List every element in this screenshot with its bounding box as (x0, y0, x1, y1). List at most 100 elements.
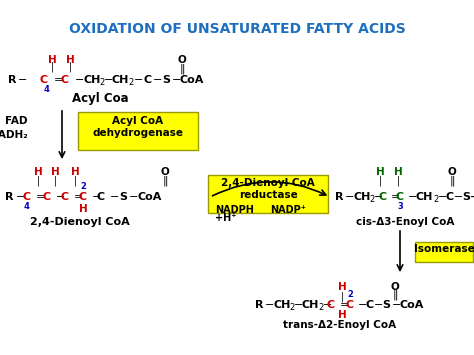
Text: −: − (392, 300, 401, 310)
Text: Acyl Coa: Acyl Coa (72, 92, 128, 105)
Text: 2: 2 (289, 303, 294, 312)
Text: H: H (65, 55, 74, 65)
Text: |: | (68, 62, 72, 72)
Text: CoA: CoA (138, 192, 163, 202)
Text: S: S (382, 300, 390, 310)
Text: C: C (43, 192, 51, 202)
Text: CH: CH (112, 75, 129, 85)
FancyBboxPatch shape (78, 112, 198, 150)
Text: 4: 4 (24, 202, 30, 211)
Text: R: R (335, 192, 344, 202)
Text: 2: 2 (318, 303, 323, 312)
Text: C: C (143, 75, 151, 85)
Text: CoA: CoA (180, 75, 204, 85)
Text: ‖: ‖ (179, 63, 185, 73)
Text: =: = (340, 300, 349, 310)
Text: CH: CH (416, 192, 433, 202)
Text: =: = (54, 75, 64, 85)
Text: NADPH: NADPH (215, 205, 254, 215)
Text: S: S (119, 192, 127, 202)
Text: CH: CH (83, 75, 100, 85)
Text: H: H (51, 167, 59, 177)
Text: |: | (396, 176, 400, 186)
Text: H: H (47, 55, 56, 65)
Text: H: H (393, 167, 402, 177)
Text: H: H (71, 167, 79, 177)
Text: 4: 4 (43, 85, 49, 94)
FancyBboxPatch shape (415, 242, 473, 262)
Text: −: − (358, 300, 367, 310)
Text: O: O (178, 55, 186, 65)
Text: trans-Δ2-Enoyl CoA: trans-Δ2-Enoyl CoA (283, 320, 397, 330)
Text: |: | (340, 291, 344, 301)
Text: ‖: ‖ (392, 290, 398, 300)
Text: ‖: ‖ (449, 175, 455, 186)
Text: C: C (327, 300, 335, 310)
Text: −: − (323, 300, 332, 310)
Text: C: C (446, 192, 454, 202)
Text: S: S (162, 75, 170, 85)
Text: −: − (16, 192, 26, 202)
Text: H: H (375, 167, 384, 177)
Text: |: | (54, 176, 56, 186)
Text: C: C (379, 192, 387, 202)
Text: =: = (74, 192, 83, 202)
Text: 2: 2 (369, 195, 374, 204)
Text: 2: 2 (80, 182, 86, 191)
Text: Acyl CoA
dehydrogenase: Acyl CoA dehydrogenase (92, 116, 183, 138)
Text: O: O (161, 167, 169, 177)
FancyBboxPatch shape (208, 175, 328, 213)
Text: −: − (104, 75, 113, 85)
Text: O: O (391, 282, 400, 292)
Text: CoA: CoA (400, 300, 424, 310)
Text: R: R (5, 192, 13, 202)
Text: |: | (73, 176, 77, 186)
Text: CH: CH (353, 192, 370, 202)
Text: |: | (50, 62, 54, 72)
Text: H: H (34, 167, 42, 177)
Text: =: = (36, 192, 46, 202)
Text: CH: CH (273, 300, 291, 310)
Text: −: − (110, 192, 119, 202)
Text: 2,4-Dienoyl CoA: 2,4-Dienoyl CoA (30, 217, 130, 227)
Text: FAD: FAD (6, 116, 28, 126)
Text: O: O (447, 167, 456, 177)
Text: −: − (454, 192, 464, 202)
Text: −: − (134, 75, 143, 85)
Text: H: H (337, 310, 346, 320)
Text: −: − (129, 192, 138, 202)
Text: −: − (374, 192, 383, 202)
Text: −: − (56, 192, 65, 202)
Text: −: − (92, 192, 101, 202)
Text: −: − (438, 192, 447, 202)
Text: C: C (61, 192, 69, 202)
Text: +H⁺: +H⁺ (215, 213, 237, 223)
Text: CH: CH (302, 300, 319, 310)
Text: R: R (8, 75, 17, 85)
Text: H: H (337, 282, 346, 292)
Text: 3: 3 (397, 202, 403, 211)
Text: ‖: ‖ (162, 175, 168, 186)
Text: −: − (265, 300, 274, 310)
Text: 2: 2 (99, 78, 104, 87)
Text: C: C (40, 75, 48, 85)
Text: Isomerase: Isomerase (414, 244, 474, 254)
Text: 2: 2 (347, 290, 353, 299)
Text: =: = (391, 192, 401, 202)
Text: −: − (374, 300, 383, 310)
Text: C: C (346, 300, 354, 310)
Text: C: C (79, 192, 87, 202)
Text: R: R (255, 300, 264, 310)
Text: −: − (345, 192, 355, 202)
Text: −: − (294, 300, 303, 310)
Text: 2,4-Dienoyl CoA
reductase: 2,4-Dienoyl CoA reductase (221, 178, 315, 200)
Text: |: | (378, 176, 382, 186)
Text: −: − (408, 192, 418, 202)
Text: H: H (79, 204, 87, 214)
Text: OXIDATION OF UNSATURATED FATTY ACIDS: OXIDATION OF UNSATURATED FATTY ACIDS (69, 22, 405, 36)
Text: C: C (366, 300, 374, 310)
Text: −CoA: −CoA (470, 192, 474, 202)
Text: cis-Δ3-Enoyl CoA: cis-Δ3-Enoyl CoA (356, 217, 454, 227)
Text: C: C (396, 192, 404, 202)
Text: −: − (75, 75, 84, 85)
